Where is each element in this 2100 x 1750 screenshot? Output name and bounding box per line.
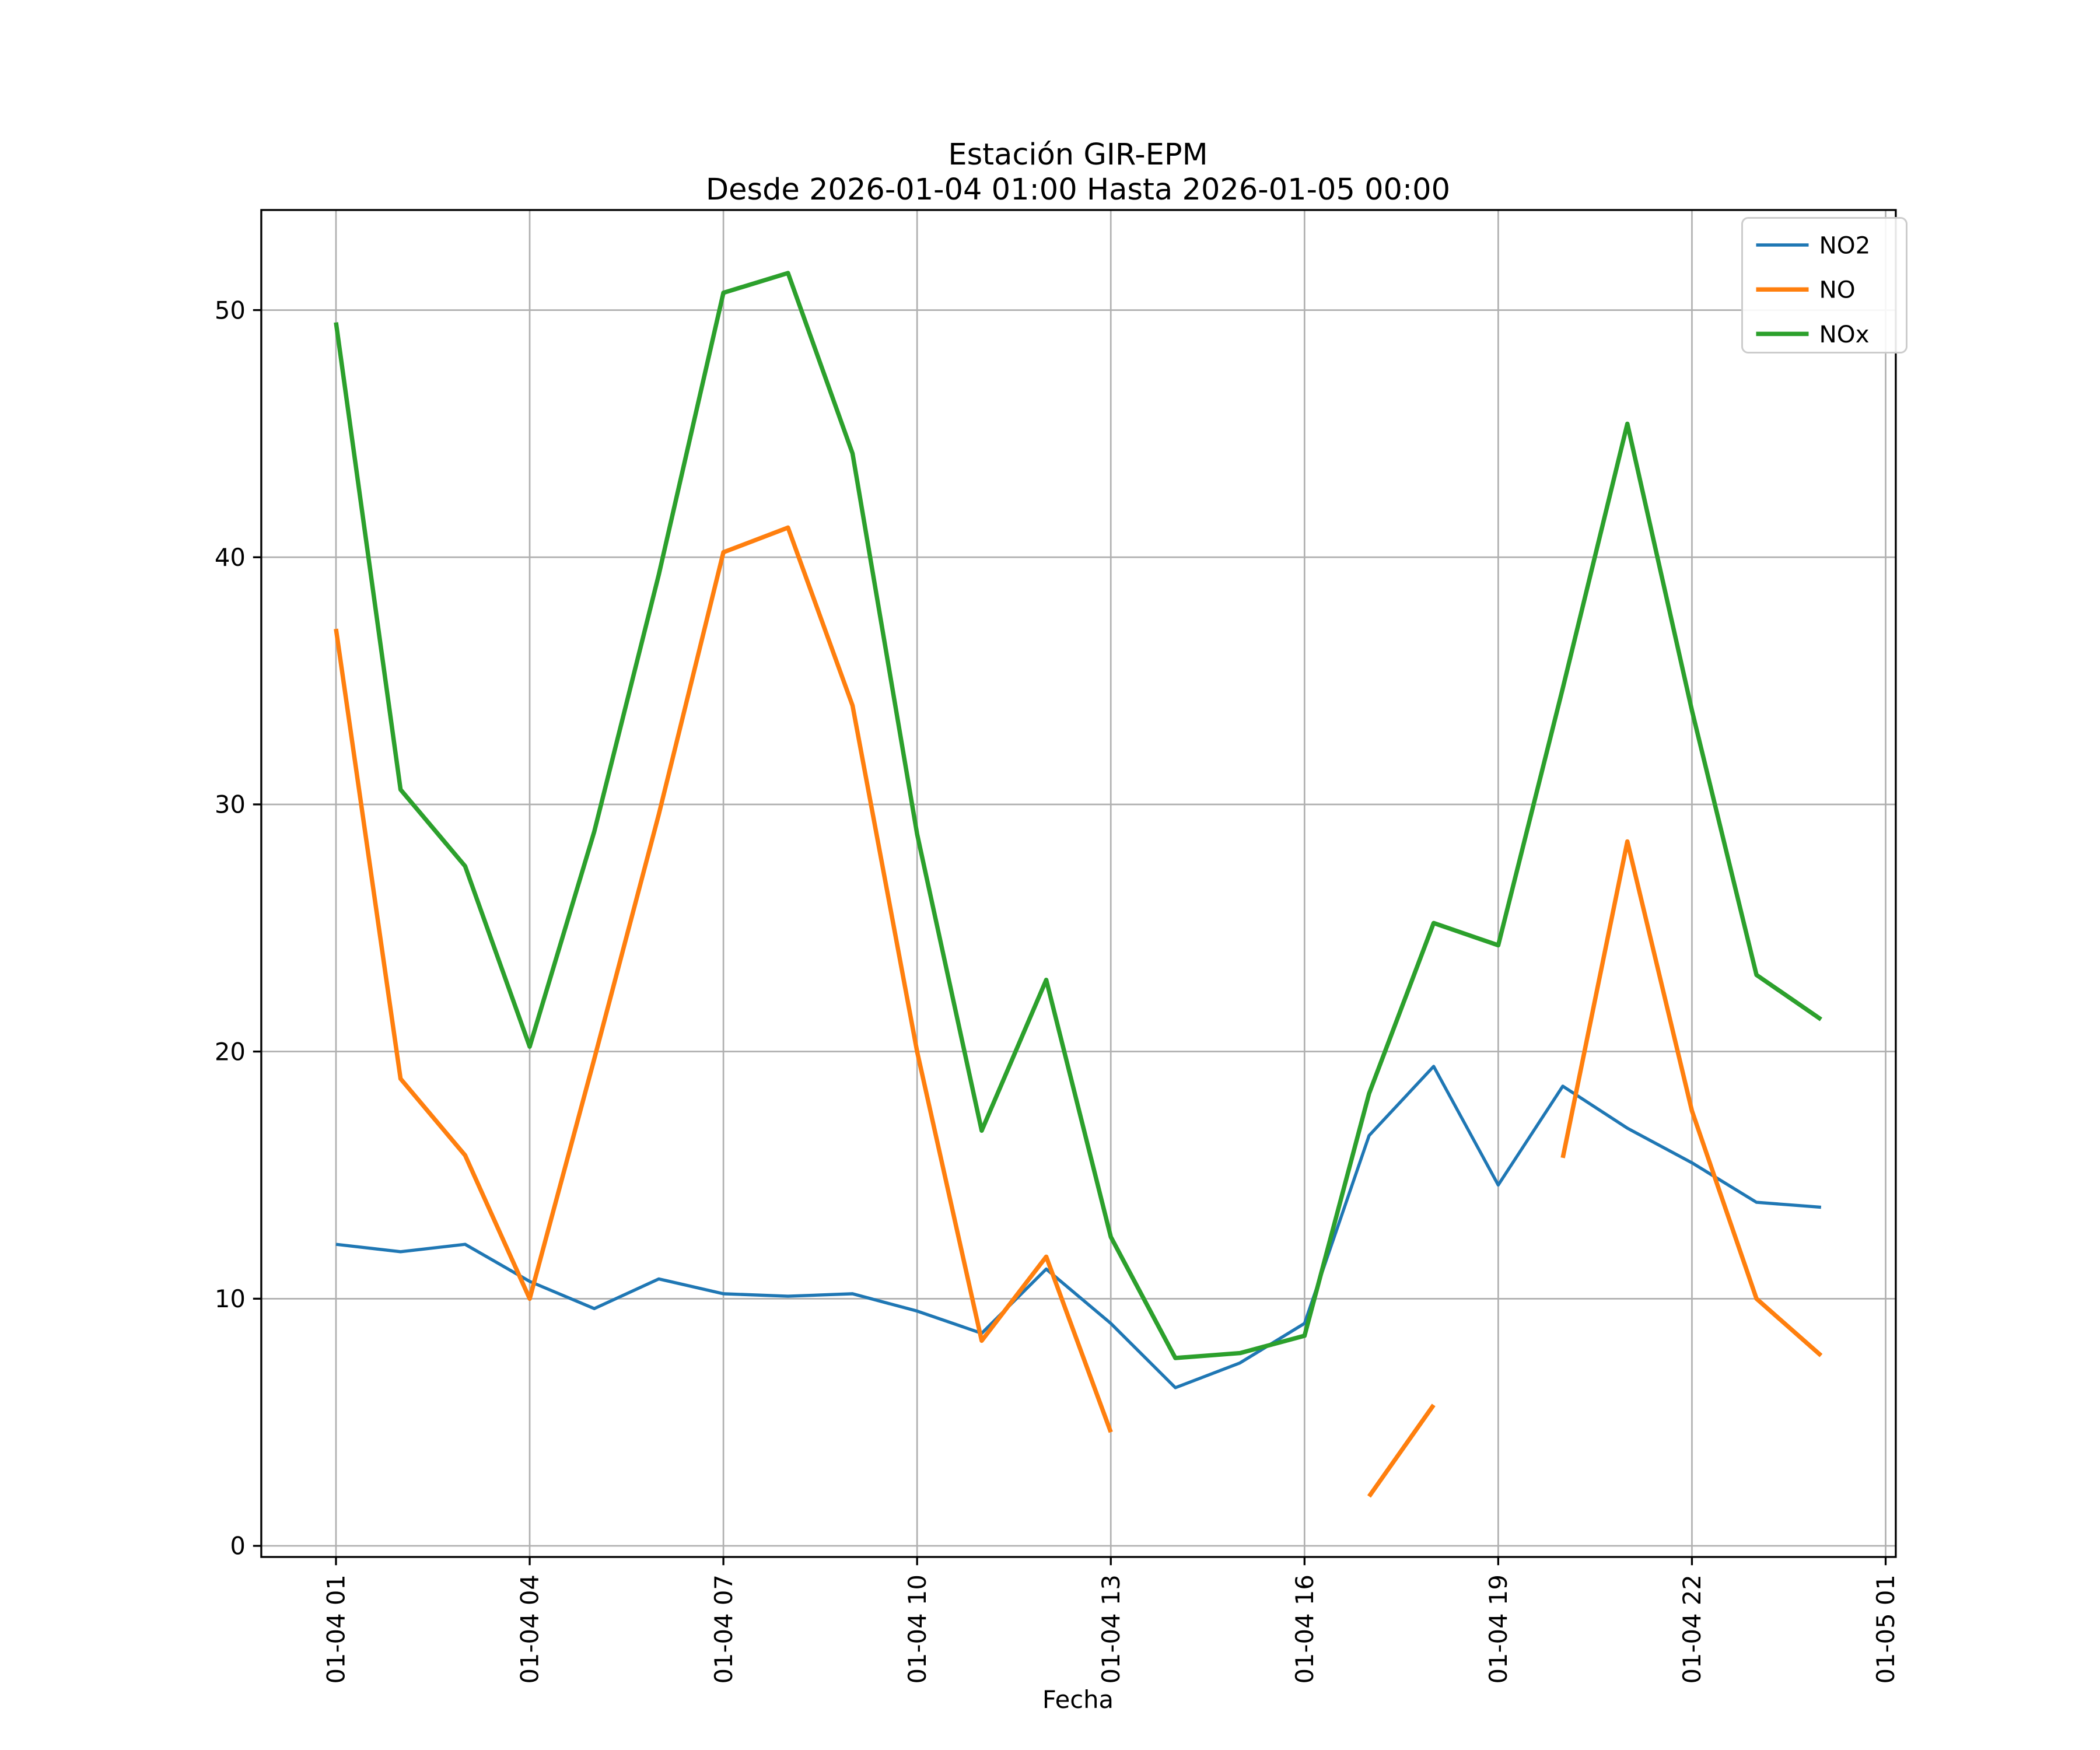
legend-label-no: NO	[1819, 276, 1856, 304]
x-tick-label: 01-04 04	[516, 1574, 544, 1684]
series-line-no	[334, 525, 1823, 1498]
x-tick-label: 01-04 07	[709, 1574, 738, 1684]
x-tick-label: 01-04 19	[1484, 1574, 1513, 1684]
x-tick-label: 01-04 01	[322, 1574, 351, 1684]
x-tick-label: 01-04 16	[1290, 1574, 1319, 1684]
chart-title-line1: Estación GIR-EPM	[948, 138, 1208, 172]
x-axis-label: Fecha	[1042, 1685, 1114, 1714]
y-tick-label: 20	[215, 1037, 246, 1066]
y-tick-label: 0	[230, 1532, 246, 1560]
plot-frame	[260, 209, 1897, 1558]
legend-label-nox: NOx	[1819, 320, 1870, 348]
series-line-nox	[334, 271, 1822, 1360]
y-tick-label: 30	[215, 790, 246, 819]
legend-box	[1741, 217, 1908, 354]
y-tick-label: 40	[215, 543, 246, 572]
chart-title-line2: Desde 2026-01-04 01:00 Hasta 2026-01-05 …	[706, 173, 1450, 207]
chart-axes: 01-04 01 01-04 04 01-04 07 01-04 10 01-04 13…	[215, 209, 1900, 1684]
chart-series	[334, 271, 1823, 1498]
chart-gridlines	[261, 210, 1896, 1558]
x-tick-label: 01-05 01	[1871, 1574, 1900, 1684]
y-tick-label: 50	[215, 296, 246, 324]
x-tick-label: 01-04 13	[1097, 1574, 1125, 1684]
x-tick-label: 01-04 10	[903, 1574, 932, 1684]
legend: NO2 NO NOx	[1741, 217, 1908, 354]
legend-label-no2: NO2	[1819, 231, 1871, 259]
series-line-no2	[335, 1065, 1822, 1390]
x-tick-label: 01-04 22	[1678, 1574, 1706, 1684]
y-tick-label: 10	[215, 1284, 246, 1313]
